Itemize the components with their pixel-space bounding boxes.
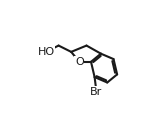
Text: Br: Br bbox=[90, 86, 103, 97]
Text: O: O bbox=[75, 57, 84, 67]
Text: HO: HO bbox=[37, 47, 55, 57]
